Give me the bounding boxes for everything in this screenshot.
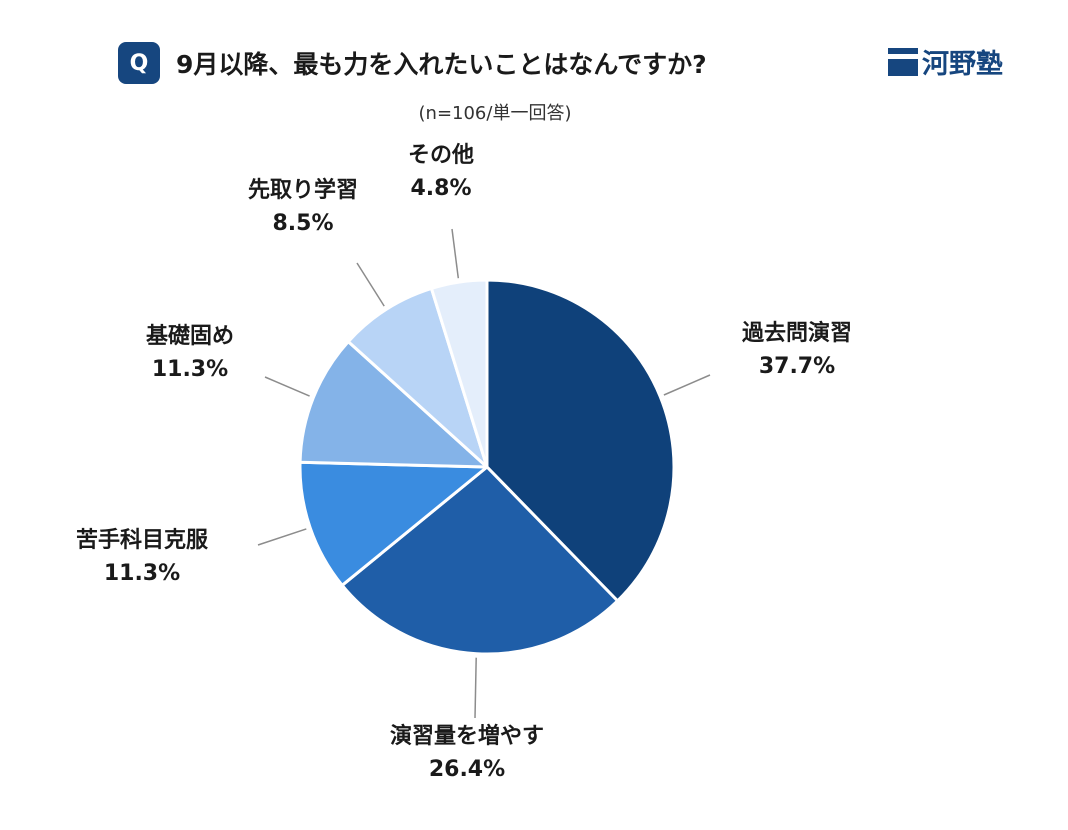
leader-line	[356, 262, 385, 307]
slice-value-label: 11.3%	[152, 357, 228, 382]
pie-slice	[298, 340, 489, 469]
chart-header: Q 9月以降、最も力を入れたいことはなんですか?	[118, 42, 707, 84]
leader-line	[663, 374, 711, 396]
pie-slice	[340, 465, 620, 656]
slice-value-label: 4.8%	[410, 176, 471, 201]
pie-slice	[429, 278, 489, 469]
leader-line	[451, 228, 460, 279]
slice-label: 過去問演習	[742, 320, 852, 346]
slice-value-label: 26.4%	[429, 757, 505, 782]
slice-label: 演習量を増やす	[390, 723, 544, 749]
brand-mark-icon	[888, 47, 918, 76]
question-badge: Q	[118, 42, 160, 84]
slice-label: 先取り学習	[248, 177, 358, 203]
leader-line	[474, 657, 477, 719]
brand-name: 河野塾	[922, 49, 1003, 80]
chart-title: 9月以降、最も力を入れたいことはなんですか?	[176, 50, 707, 79]
brand-logo: 河野塾	[888, 42, 1003, 81]
leader-line	[257, 528, 307, 546]
slice-label: その他	[408, 143, 474, 168]
slice-label: 基礎固め	[146, 323, 234, 349]
pie-slice	[298, 460, 489, 587]
slice-value-label: 11.3%	[104, 561, 180, 586]
slice-value-label: 8.5%	[272, 211, 333, 236]
pie-slice	[346, 286, 489, 469]
leader-line	[264, 376, 310, 397]
slice-label: 苦手科目克服	[76, 527, 209, 553]
slice-value-label: 37.7%	[759, 354, 835, 379]
pie-slice	[485, 278, 676, 603]
chart-subtitle: (n=106/単一回答)	[418, 103, 572, 124]
